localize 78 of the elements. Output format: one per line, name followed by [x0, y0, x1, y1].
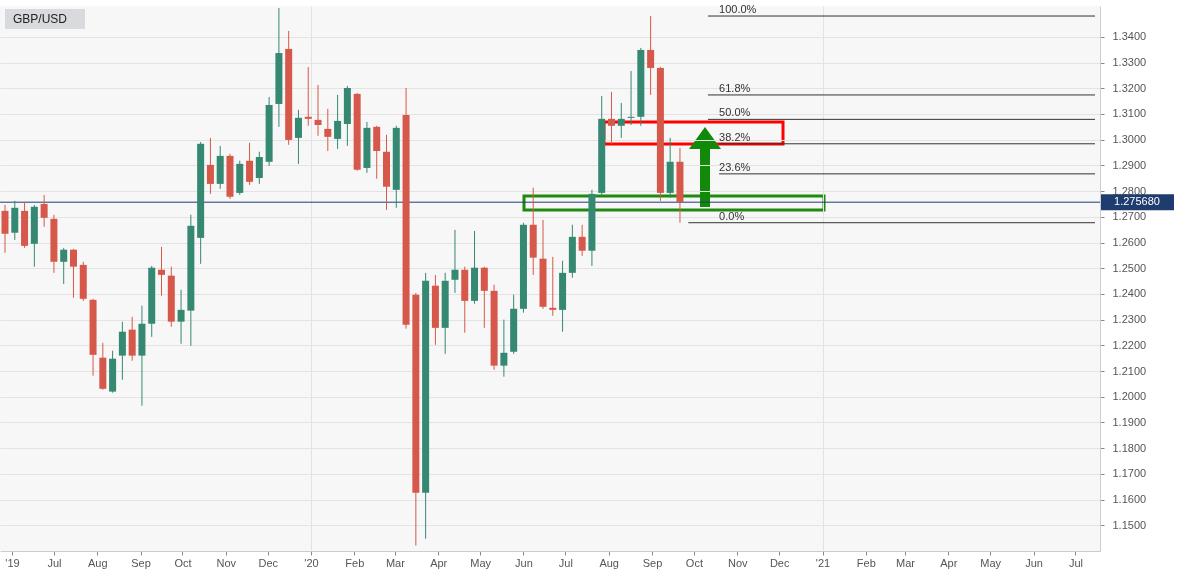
x-tick-label: Sep — [642, 556, 663, 569]
candlestick — [60, 247, 68, 285]
y-tick-label: 1.2900 — [1112, 158, 1147, 171]
x-tick-label: Nov — [727, 556, 749, 569]
x-tick-label: Jul — [47, 556, 62, 569]
y-tick-label: 1.1800 — [1112, 441, 1147, 454]
x-tick-label: '20 — [304, 556, 319, 569]
candlestick — [246, 142, 254, 186]
x-tick-label: Dec — [258, 556, 279, 569]
y-tick-label: 1.3400 — [1112, 30, 1147, 43]
y-tick-label: 1.1900 — [1112, 415, 1147, 428]
y-tick-label: 1.3000 — [1112, 133, 1147, 146]
y-tick-label: 1.2300 — [1112, 313, 1147, 326]
x-tick-label: Sep — [131, 556, 151, 569]
annotation: 100.0% — [719, 3, 757, 16]
candlestick — [500, 319, 508, 378]
candlestick — [617, 102, 625, 139]
x-tick-label: '21 — [815, 556, 831, 569]
x-tick-label: May — [980, 556, 1002, 569]
candlestick — [69, 248, 77, 299]
candlestick — [255, 151, 263, 185]
y-tick-label: 1.2000 — [1112, 390, 1147, 403]
candlestick — [480, 266, 488, 329]
x-tick-label: Aug — [87, 556, 108, 569]
y-tick-label: 1.2600 — [1112, 236, 1147, 249]
text: GBP/USD — [5, 9, 85, 29]
x-tick-label: Oct — [685, 556, 703, 569]
x-tick-label: May — [470, 556, 492, 569]
candlestick — [451, 229, 459, 294]
y-tick-label: 1.1500 — [1112, 518, 1147, 531]
y-tick-label: 1.1600 — [1112, 493, 1147, 506]
candlestick — [627, 70, 635, 126]
x-tick-label: Nov — [216, 556, 237, 569]
candlestick — [118, 321, 126, 381]
ref-line-label: 1.275680 — [1114, 195, 1160, 208]
y-tick-label: 1.3100 — [1112, 107, 1147, 120]
annotation: 23.6% — [719, 160, 751, 173]
x-tick-label: Oct — [174, 556, 192, 569]
candlestick — [1, 204, 9, 254]
y-tick-label: 1.2800 — [1112, 184, 1147, 197]
x-tick-label: Feb — [856, 556, 876, 569]
y-tick-label: 1.3200 — [1112, 81, 1147, 94]
x-tick-label: Dec — [769, 556, 790, 569]
y-tick-label: 1.2200 — [1112, 338, 1147, 351]
candlestick — [334, 94, 342, 150]
y-tick-label: 1.3300 — [1112, 56, 1147, 69]
x-tick-label: Mar — [385, 556, 406, 569]
candlestick — [40, 194, 48, 228]
annotation: 50.0% — [719, 106, 751, 119]
candlestick — [294, 109, 302, 165]
candlestick — [177, 289, 185, 345]
annotation: 61.8% — [719, 81, 751, 94]
x-tick-label: Apr — [430, 556, 448, 569]
x-tick-label: Jun — [1025, 556, 1043, 569]
candlestick — [158, 246, 166, 297]
y-tick-label: 1.2400 — [1112, 287, 1147, 300]
candlestick — [206, 137, 214, 195]
candlestick — [647, 15, 655, 96]
y-tick-label: 1.2700 — [1112, 210, 1147, 223]
y-tick-label: 1.2100 — [1112, 364, 1147, 377]
x-tick-label: '19 — [5, 556, 20, 569]
x-tick-label: Mar — [895, 556, 916, 569]
y-tick-label: 1.2500 — [1112, 261, 1147, 274]
x-tick-label: Aug — [599, 556, 619, 569]
candlestick — [578, 224, 586, 257]
y-tick-label: 1.1700 — [1112, 467, 1147, 480]
annotation: 0.0% — [719, 209, 745, 222]
x-tick-label: Jul — [1068, 556, 1083, 569]
candlestick — [549, 256, 557, 317]
x-tick-label: Feb — [345, 556, 365, 569]
candlestick — [607, 91, 615, 145]
x-tick-label: Jul — [558, 556, 573, 569]
candlestick — [324, 108, 332, 152]
x-tick-label: Apr — [940, 556, 958, 569]
annotation: 38.2% — [719, 130, 751, 143]
x-tick-label: Jun — [515, 556, 533, 569]
candlestick — [304, 66, 312, 127]
candlestick — [314, 84, 322, 137]
